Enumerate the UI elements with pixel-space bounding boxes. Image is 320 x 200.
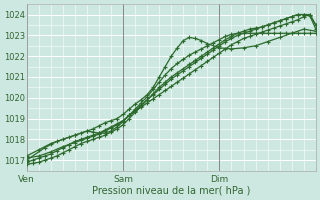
- X-axis label: Pression niveau de la mer( hPa ): Pression niveau de la mer( hPa ): [92, 186, 251, 196]
